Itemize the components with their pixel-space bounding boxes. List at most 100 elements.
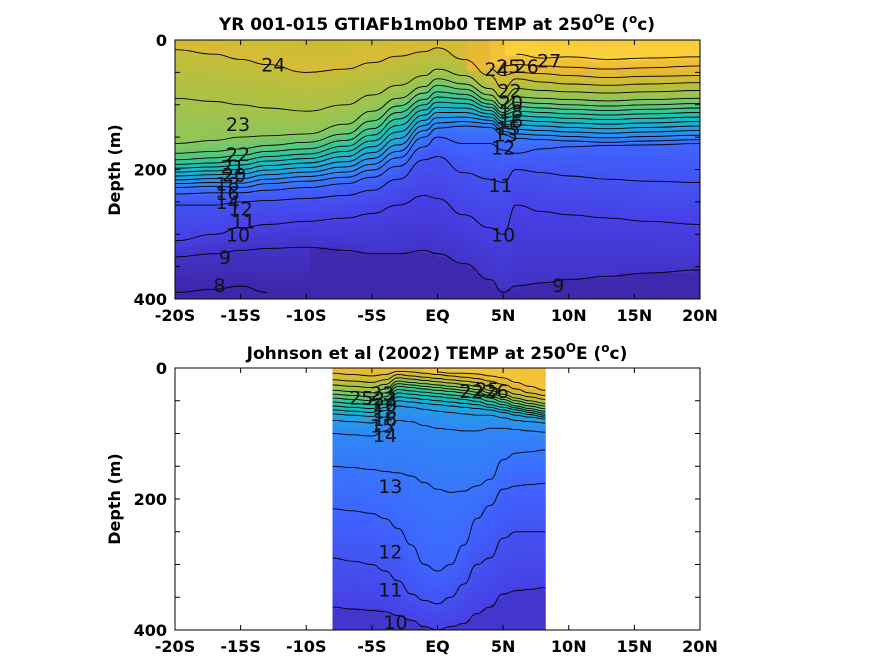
bottom-x-tick-label: -5S [357, 637, 386, 656]
bottom-x-tick-label: -15S [220, 637, 260, 656]
bottom-x-axis: -20S -15S -10S -5S EQ 5N 10N 15N 20N [155, 368, 718, 656]
top-isotherm-21 [175, 84, 700, 154]
bottom-isotherm-15 [332, 405, 546, 424]
top-contour-label: 22 [226, 144, 250, 166]
top-contour-label: 18 [215, 174, 239, 196]
top-isotherm-9 [175, 246, 700, 293]
bottom-isotherm-13 [332, 449, 546, 493]
top-contour-label: 10 [226, 224, 250, 246]
top-isotherm-19 [175, 96, 700, 165]
bottom-contour-label: 20 [373, 395, 397, 417]
bottom-chart-title: Johnson et al (2002) TEMP at 250OE (oc) [246, 341, 628, 364]
top-y-tick-label: 400 [134, 290, 167, 309]
bottom-contour-label: 12 [378, 541, 402, 563]
top-isotherm-24 [175, 47, 700, 90]
top-y-tick-label: 0 [156, 31, 167, 50]
top-contour-labels: 2423222120181614121110982425262722201816… [214, 51, 565, 297]
top-x-tick-label: 20N [682, 306, 718, 325]
top-contour-label: 16 [499, 110, 523, 132]
bottom-isotherm-22 [332, 380, 546, 407]
top-isotherm-22 [175, 78, 700, 145]
top-contour-label: 20 [222, 165, 246, 187]
bottom-contour-label: 14 [373, 425, 397, 447]
top-x-tick-label: 10N [551, 306, 587, 325]
bottom-y-tick-label: 400 [134, 621, 167, 640]
top-contour-label: 24 [485, 59, 509, 81]
bottom-isotherm-16 [332, 400, 546, 420]
top-contour-label: 9 [552, 275, 564, 297]
bottom-isotherm-21 [332, 383, 546, 410]
bottom-contour-label: 23 [370, 383, 394, 405]
bottom-isotherm-17 [332, 396, 546, 418]
top-contour-label: 11 [488, 175, 512, 197]
bottom-isotherm-18 [332, 392, 546, 416]
bottom-panel: Johnson et al (2002) TEMP at 250OE (oc) … [105, 341, 718, 656]
top-isotherm-16 [175, 112, 700, 177]
top-isotherm-27 [516, 53, 700, 60]
bottom-isotherm-20 [332, 385, 546, 412]
top-isotherm-20 [175, 91, 700, 161]
top-y-tick-label: 200 [134, 161, 167, 180]
top-contour-label: 12 [229, 198, 253, 220]
top-contour-label: 21 [221, 156, 245, 178]
top-chart-title: YR 001-015 GTIAFb1m0b0 TEMP at 250OE (oc… [218, 12, 655, 35]
top-contour-label: 22 [498, 81, 522, 103]
top-contour-label: 26 [515, 56, 539, 78]
top-contour-label: 16 [215, 183, 239, 205]
bottom-x-tick-label: 5N [491, 637, 516, 656]
top-contour-label: 24 [261, 55, 285, 77]
top-contour-label: 10 [491, 224, 515, 246]
top-y-axis: 0 200 400 [134, 31, 700, 309]
bottom-isotherm-25 [332, 370, 546, 396]
top-contour-label: 27 [537, 51, 561, 73]
bottom-contour-label: 26 [485, 381, 509, 403]
top-x-tick-label: EQ [425, 306, 450, 325]
bottom-x-tick-label: 20N [682, 637, 718, 656]
bottom-x-tick-label: 15N [617, 637, 653, 656]
top-y-axis-label: Depth (m) [105, 124, 124, 216]
bottom-isotherm-19 [332, 389, 546, 414]
top-isotherm-15 [175, 116, 700, 181]
top-x-tick-label: -10S [286, 306, 326, 325]
bottom-x-tick-label: 10N [551, 637, 587, 656]
top-contour-label: 25 [496, 56, 520, 78]
bottom-contour-label: 10 [383, 612, 407, 634]
bottom-isotherm-10 [332, 586, 546, 630]
top-contour-label: 11 [231, 211, 255, 233]
top-x-tick-label: -15S [220, 306, 260, 325]
bottom-contour-label: 15 [370, 416, 394, 438]
bottom-y-axis-label: Depth (m) [105, 453, 124, 545]
bottom-isotherm-11 [332, 531, 546, 605]
top-contour-label: 12 [491, 138, 515, 160]
top-panel: YR 001-015 GTIAFb1m0b0 TEMP at 250OE (oc… [105, 12, 718, 325]
top-contour-label: 20 [499, 92, 523, 114]
top-isotherm-25 [489, 68, 700, 79]
top-contour-label: 18 [499, 101, 523, 123]
top-x-axis: -20S -15S -10S -5S EQ 5N 10N 15N 20N [155, 40, 718, 325]
top-contour-label: 13 [494, 125, 518, 147]
top-contour-label: 8 [214, 275, 226, 297]
top-isotherm-14 [175, 121, 700, 185]
top-isotherm-12 [175, 136, 700, 195]
top-isotherm-11 [175, 156, 700, 206]
bottom-contour-label: 18 [373, 401, 397, 423]
top-isotherm-10 [175, 194, 700, 242]
bottom-contour-label: 16 [373, 409, 397, 431]
bottom-contour-label: 13 [378, 476, 402, 498]
top-x-tick-label: 15N [617, 306, 653, 325]
bottom-isotherm-26 [437, 371, 546, 391]
top-isotherm-13 [175, 125, 700, 189]
bottom-isotherm-12 [332, 482, 546, 572]
bottom-x-tick-label: -20S [155, 637, 195, 656]
top-isotherm-26 [503, 64, 700, 70]
bottom-x-tick-label: EQ [425, 637, 450, 656]
bottom-contour-label: 25 [349, 388, 373, 410]
bottom-isotherm-23 [332, 377, 546, 404]
bottom-y-axis: 0 200 400 [134, 359, 700, 640]
top-contour-label: 15 [496, 118, 520, 140]
bottom-contour-label: 11 [378, 579, 402, 601]
top-isotherm-23 [175, 68, 700, 112]
top-contour-label: 14 [215, 192, 239, 214]
